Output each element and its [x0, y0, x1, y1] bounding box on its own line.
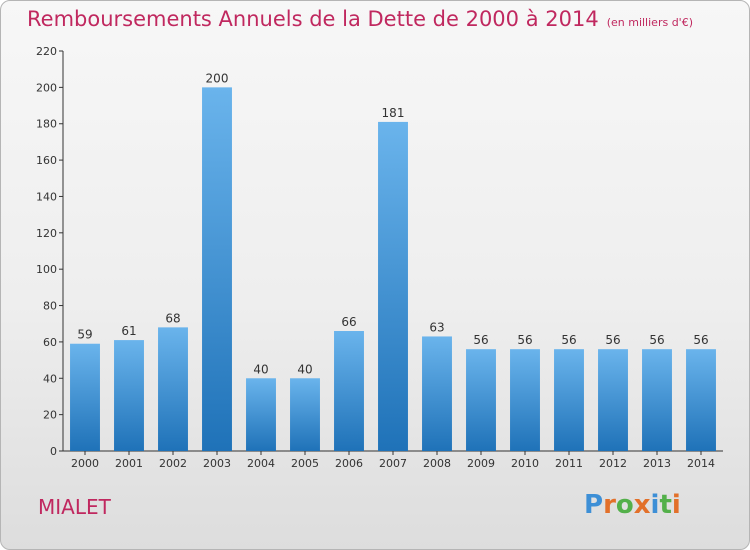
y-tick-label: 140: [36, 190, 57, 203]
data-labels: 59 61 68 200 40 40 66 181 63 56 56 56 56 56 56: [77, 71, 708, 376]
x-tick-label: 2008: [423, 457, 451, 470]
x-tick-label: 2012: [599, 457, 627, 470]
bars: [70, 87, 716, 451]
bar-2009: [466, 349, 496, 451]
x-tick-label: 2004: [247, 457, 275, 470]
data-label-2000: 59: [77, 328, 92, 342]
data-label-2011: 56: [561, 333, 576, 347]
data-label-2013: 56: [649, 333, 664, 347]
bar-2001: [114, 340, 144, 451]
logo-letter: r: [603, 490, 616, 520]
y-tick-label: 100: [36, 263, 57, 276]
logo-letter: i: [671, 490, 681, 520]
y-tick-label: 20: [43, 409, 57, 422]
x-tick-label: 2000: [71, 457, 99, 470]
data-label-2006: 66: [341, 315, 356, 329]
x-tick-label: 2001: [115, 457, 143, 470]
bar-2008: [422, 336, 452, 451]
x-tick-label: 2006: [335, 457, 363, 470]
x-tick-label: 2010: [511, 457, 539, 470]
data-label-2004: 40: [253, 362, 268, 376]
x-tick-label: 2003: [203, 457, 231, 470]
data-label-2005: 40: [297, 362, 312, 376]
y-tick-label: 60: [43, 336, 57, 349]
x-tick-label: 2009: [467, 457, 495, 470]
bar-2000: [70, 343, 100, 451]
bar-2004: [246, 378, 276, 451]
logo-letter: o: [615, 490, 634, 520]
x-tick-label: 2011: [555, 457, 583, 470]
bar-2011: [554, 349, 584, 451]
data-label-2008: 63: [429, 320, 444, 334]
y-tick-label: 220: [36, 45, 57, 58]
y-tick-label: 0: [50, 445, 57, 458]
proxiti-logo: Proxiti: [584, 490, 681, 520]
bar-2007: [378, 121, 408, 451]
data-label-2014: 56: [693, 333, 708, 347]
x-tick-label: 2005: [291, 457, 319, 470]
axes: 0 20 40 60 80 100 120 140 160 180 200 220 2000 2001 20…: [36, 45, 723, 470]
town-name: MIALET: [38, 495, 111, 519]
data-label-2002: 68: [165, 311, 180, 325]
x-tick-label: 2014: [687, 457, 715, 470]
logo-letter: i: [650, 490, 660, 520]
chart-title: Remboursements Annuels de la Dette de 20…: [27, 7, 693, 31]
bar-2003: [202, 87, 232, 451]
x-tick-label: 2007: [379, 457, 407, 470]
logo-letter: P: [584, 490, 604, 520]
data-label-2012: 56: [605, 333, 620, 347]
chart-unit: (en milliers d'€): [606, 16, 693, 29]
y-tick-label: 80: [43, 300, 57, 313]
data-label-2007: 181: [382, 106, 405, 120]
logo-letter: t: [659, 490, 672, 520]
chart-title-text: Remboursements Annuels de la Dette de 20…: [27, 7, 599, 31]
bar-2010: [510, 349, 540, 451]
bar-2002: [158, 327, 188, 451]
data-label-2001: 61: [121, 324, 136, 338]
x-tick-label: 2002: [159, 457, 187, 470]
data-label-2003: 200: [206, 71, 229, 85]
y-tick-label: 40: [43, 372, 57, 385]
bar-2005: [290, 378, 320, 451]
y-tick-label: 200: [36, 81, 57, 94]
y-tick-label: 120: [36, 227, 57, 240]
logo-letter: x: [633, 490, 651, 520]
y-tick-label: 180: [36, 118, 57, 131]
bar-2012: [598, 349, 628, 451]
data-label-2009: 56: [473, 333, 488, 347]
x-tick-label: 2013: [643, 457, 671, 470]
y-tick-label: 160: [36, 154, 57, 167]
bar-2006: [334, 331, 364, 451]
bar-2014: [686, 349, 716, 451]
data-label-2010: 56: [517, 333, 532, 347]
bar-2013: [642, 349, 672, 451]
